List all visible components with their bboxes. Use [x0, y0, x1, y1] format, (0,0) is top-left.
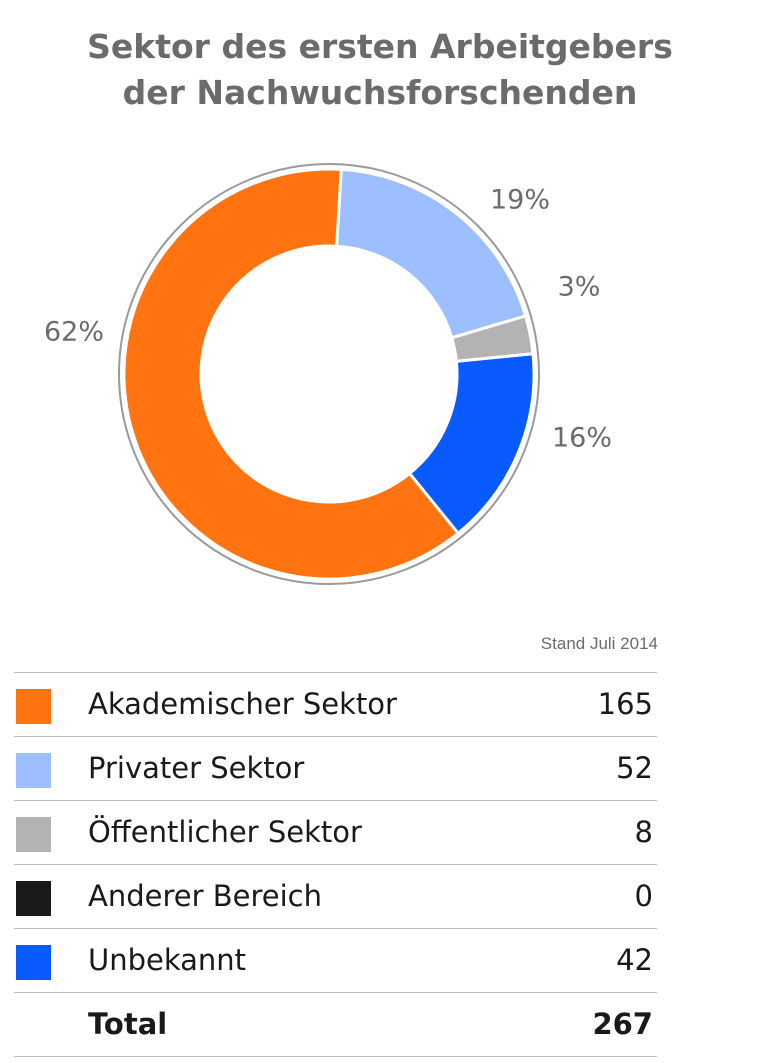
- data-date-note: Stand Juli 2014: [540, 634, 658, 653]
- legend-label-unbekannt: Unbekannt: [88, 943, 247, 977]
- legend-value-unbekannt: 42: [616, 943, 653, 977]
- legend-row-unbekannt: Unbekannt 42: [14, 928, 657, 992]
- legend-label-akademischer-sektor: Akademischer Sektor: [88, 687, 397, 721]
- legend-row-oeffentlicher-sektor: Öffentlicher Sektor 8: [14, 800, 657, 864]
- donut-chart: 62% 19% 3% 16%: [44, 163, 612, 585]
- legend-swatch-akademischer-sektor: [16, 689, 51, 724]
- donut-outer-ring: [118, 163, 540, 585]
- legend-swatch-oeffentlicher-sektor: [16, 817, 51, 852]
- legend-swatch-unbekannt: [16, 945, 51, 980]
- percent-label-akademischer-sektor: 62%: [44, 317, 104, 348]
- legend-label-anderer-bereich: Anderer Bereich: [88, 879, 322, 913]
- legend-table: Akademischer Sektor 165 Privater Sektor …: [14, 672, 657, 1057]
- percent-label-privater-sektor: 19%: [490, 185, 550, 216]
- legend-swatch-anderer-bereich: [16, 881, 51, 916]
- donut-slice-akademischer-sektor: [122, 167, 461, 581]
- chart-title-line-2: der Nachwuchsforschenden: [122, 73, 638, 112]
- legend-row-total: Total 267: [14, 992, 657, 1057]
- percent-label-unbekannt: 16%: [552, 423, 612, 454]
- legend-row-privater-sektor: Privater Sektor 52: [14, 736, 657, 800]
- donut-slice-privater-sektor: [335, 167, 528, 340]
- legend-value-akademischer-sektor: 165: [597, 687, 653, 721]
- percent-label-oeffentlicher-sektor: 3%: [558, 272, 601, 303]
- legend-label-privater-sektor: Privater Sektor: [88, 751, 305, 785]
- chart-title: Sektor des ersten Arbeitgebers der Nachw…: [0, 24, 760, 116]
- legend-row-akademischer-sektor: Akademischer Sektor 165: [14, 672, 657, 736]
- legend-value-privater-sektor: 52: [616, 751, 653, 785]
- total-label: Total: [88, 1007, 168, 1041]
- chart-title-line-1: Sektor des ersten Arbeitgebers: [87, 27, 673, 66]
- legend-value-anderer-bereich: 0: [634, 879, 653, 913]
- total-value: 267: [592, 1007, 653, 1041]
- legend-value-oeffentlicher-sektor: 8: [634, 815, 653, 849]
- donut-slice-unbekannt: [407, 352, 536, 536]
- legend-swatch-privater-sektor: [16, 753, 51, 788]
- legend-label-oeffentlicher-sektor: Öffentlicher Sektor: [88, 815, 362, 849]
- legend-row-anderer-bereich: Anderer Bereich 0: [14, 864, 657, 928]
